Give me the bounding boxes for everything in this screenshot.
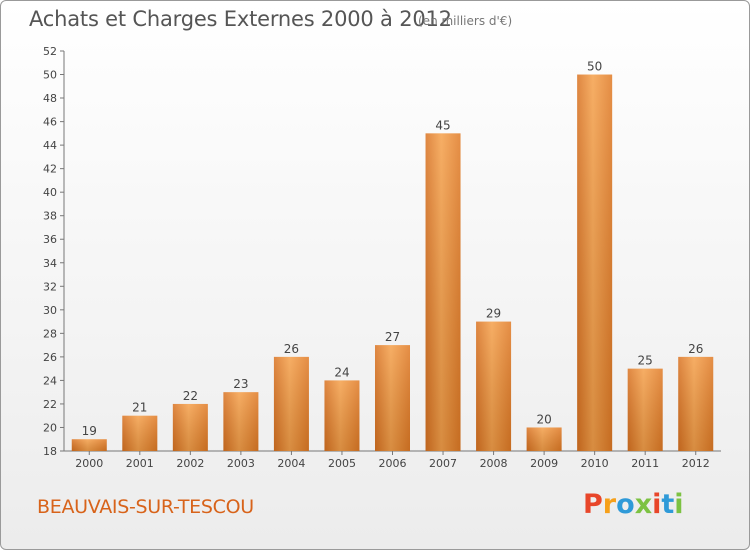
y-tick-label: 20 — [43, 421, 57, 434]
data-label: 20 — [536, 412, 551, 426]
logo-letter: t — [661, 489, 675, 520]
y-tick-label: 42 — [43, 163, 57, 176]
town-name: BEAUVAIS-SUR-TESCOU — [37, 496, 254, 518]
y-tick-label: 18 — [43, 445, 57, 458]
y-tick-label: 52 — [43, 45, 57, 58]
logo-letter: r — [602, 489, 617, 520]
x-tick-label: 2003 — [227, 457, 255, 470]
data-label: 26 — [688, 342, 703, 356]
y-tick-label: 50 — [43, 69, 57, 82]
y-tick-label: 48 — [43, 92, 57, 105]
logo-letter: o — [616, 489, 635, 520]
x-tick-label: 2010 — [581, 457, 609, 470]
data-label: 27 — [385, 330, 400, 344]
y-tick-label: 26 — [43, 351, 57, 364]
data-label: 45 — [435, 118, 450, 132]
bar-shade — [324, 380, 360, 451]
x-tick-label: 2011 — [631, 457, 659, 470]
bar-shade — [172, 403, 208, 451]
chart-unit: (en milliers d'€) — [418, 14, 513, 28]
y-tick-label: 40 — [43, 186, 57, 199]
y-tick-label: 36 — [43, 233, 57, 246]
data-label: 25 — [638, 354, 653, 368]
bar-shade — [476, 321, 512, 451]
x-tick-label: 2004 — [277, 457, 305, 470]
y-tick-label: 28 — [43, 327, 57, 340]
data-label: 24 — [334, 365, 349, 379]
bar-shade — [223, 392, 259, 451]
data-label: 23 — [233, 377, 248, 391]
x-tick-label: 2007 — [429, 457, 457, 470]
bar-shade — [526, 427, 562, 451]
x-tick-label: 2001 — [126, 457, 154, 470]
y-tick-label: 38 — [43, 210, 57, 223]
data-label: 19 — [82, 424, 97, 438]
proxiti-logo: Proxiti — [583, 489, 684, 520]
chart-title: Achats et Charges Externes 2000 à 2012 — [29, 7, 452, 31]
data-label: 26 — [284, 342, 299, 356]
y-tick-label: 24 — [43, 374, 57, 387]
y-tick-label: 46 — [43, 116, 57, 129]
bar-shade — [122, 415, 158, 451]
value-labels: 19 21 22 23 26 24 27 45 29 20 50 25 26 — [82, 60, 704, 439]
x-tick-label: 2005 — [328, 457, 356, 470]
y-tick-label: 32 — [43, 280, 57, 293]
data-label: 21 — [132, 401, 147, 415]
x-tick-label: 2002 — [176, 457, 204, 470]
logo-letter: i — [652, 489, 662, 520]
axes: 18 20 22 24 26 28 30 32 34 36 38 40 42 44 46 48 50 52 2000… — [43, 45, 721, 470]
bar-shade — [577, 74, 613, 451]
x-tick-label: 2012 — [682, 457, 710, 470]
data-label: 22 — [183, 389, 198, 403]
y-tick-label: 44 — [43, 139, 57, 152]
y-tick-label: 22 — [43, 398, 57, 411]
bar-shade — [71, 439, 107, 451]
logo-letter: x — [634, 489, 653, 520]
bar-shade — [425, 133, 461, 451]
x-tick-label: 2008 — [480, 457, 508, 470]
bars — [71, 74, 714, 451]
logo-letter: P — [583, 489, 603, 520]
x-tick-label: 2000 — [75, 457, 103, 470]
x-tick-label: 2009 — [530, 457, 558, 470]
data-label: 50 — [587, 60, 602, 74]
bar-shade — [678, 356, 714, 451]
x-tick-label: 2006 — [379, 457, 407, 470]
bar-shade — [375, 345, 410, 451]
y-tick-label: 34 — [43, 257, 57, 270]
logo-letter: i — [674, 489, 684, 520]
bar-shade — [273, 356, 309, 451]
data-label: 29 — [486, 307, 501, 321]
bar-shade — [627, 368, 663, 451]
y-tick-label: 30 — [43, 304, 57, 317]
